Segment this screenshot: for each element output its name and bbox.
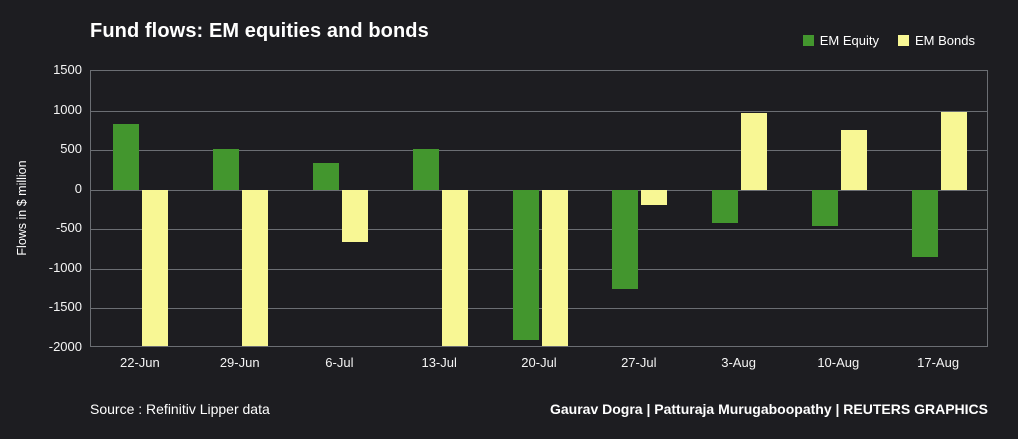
source-note: Source : Refinitiv Lipper data bbox=[90, 401, 270, 417]
y-axis-tick-label: -1000 bbox=[48, 259, 82, 275]
bar-em-bonds-10-aug bbox=[840, 130, 867, 190]
bar-em-equity-27-jul bbox=[612, 189, 639, 289]
legend-swatch-icon bbox=[802, 35, 814, 46]
x-axis-label: 17-Aug bbox=[917, 355, 960, 370]
x-axis-label: 13-Jul bbox=[421, 355, 457, 370]
y-axis-tick-label: 1500 bbox=[53, 62, 82, 77]
bar-em-bonds-20-jul bbox=[541, 189, 568, 346]
x-axis-label: 22-Jun bbox=[120, 355, 160, 370]
x-axis-label: 3-Aug bbox=[721, 355, 756, 370]
chart-title: Fund flows: EM equities and bonds bbox=[90, 20, 429, 42]
bar-em-bonds-27-jul bbox=[641, 189, 668, 206]
x-axis-label: 6-Jul bbox=[325, 355, 354, 370]
x-axis-label: 10-Aug bbox=[817, 355, 860, 370]
bar-em-equity-6-jul bbox=[312, 162, 339, 190]
y-axis-tick-label: -2000 bbox=[48, 339, 82, 354]
bar-em-equity-10-aug bbox=[811, 189, 838, 227]
y-axis-tick-label: -1500 bbox=[48, 299, 82, 315]
gridline bbox=[91, 189, 987, 191]
bar-em-equity-3-aug bbox=[712, 189, 739, 223]
y-axis-title: Flows in $ million bbox=[15, 160, 29, 256]
bar-em-equity-17-aug bbox=[911, 189, 938, 257]
gridline bbox=[91, 110, 987, 112]
x-axis-label: 20-Jul bbox=[521, 355, 557, 370]
y-axis-tick-label: 500 bbox=[60, 141, 82, 157]
bar-em-bonds-29-jun bbox=[242, 189, 269, 346]
legend-label: EM Equity bbox=[819, 33, 880, 48]
credits-note: Gaurav Dogra | Patturaja Murugaboopathy … bbox=[549, 401, 988, 417]
y-axis-tick-label: 1000 bbox=[53, 101, 82, 117]
bar-em-equity-13-jul bbox=[412, 148, 439, 190]
bar-em-bonds-17-aug bbox=[940, 112, 967, 190]
bar-em-bonds-22-jun bbox=[142, 189, 169, 346]
x-axis-label: 27-Jul bbox=[621, 355, 657, 370]
bar-em-equity-22-jun bbox=[113, 124, 140, 190]
gridline bbox=[91, 229, 987, 231]
plot-area bbox=[90, 70, 988, 347]
bar-em-bonds-3-aug bbox=[741, 112, 768, 190]
bar-em-bonds-6-jul bbox=[341, 189, 368, 242]
bar-em-equity-29-jun bbox=[213, 148, 240, 190]
gridline bbox=[91, 268, 987, 270]
bar-em-bonds-13-jul bbox=[441, 189, 468, 346]
bar-em-equity-20-jul bbox=[512, 189, 539, 341]
chart-legend: EM Equity EM Bonds bbox=[802, 33, 975, 48]
y-axis-tick-label: 0 bbox=[74, 180, 82, 196]
legend-item-em-equity: EM Equity bbox=[802, 33, 880, 48]
legend-swatch-icon bbox=[898, 35, 910, 46]
y-axis-tick-label: -500 bbox=[55, 220, 82, 236]
legend-item-em-bonds: EM Bonds bbox=[898, 33, 975, 48]
gridline bbox=[91, 150, 987, 152]
legend-label: EM Bonds bbox=[915, 33, 975, 48]
gridline bbox=[91, 308, 987, 310]
x-axis-label: 29-Jun bbox=[219, 355, 260, 370]
